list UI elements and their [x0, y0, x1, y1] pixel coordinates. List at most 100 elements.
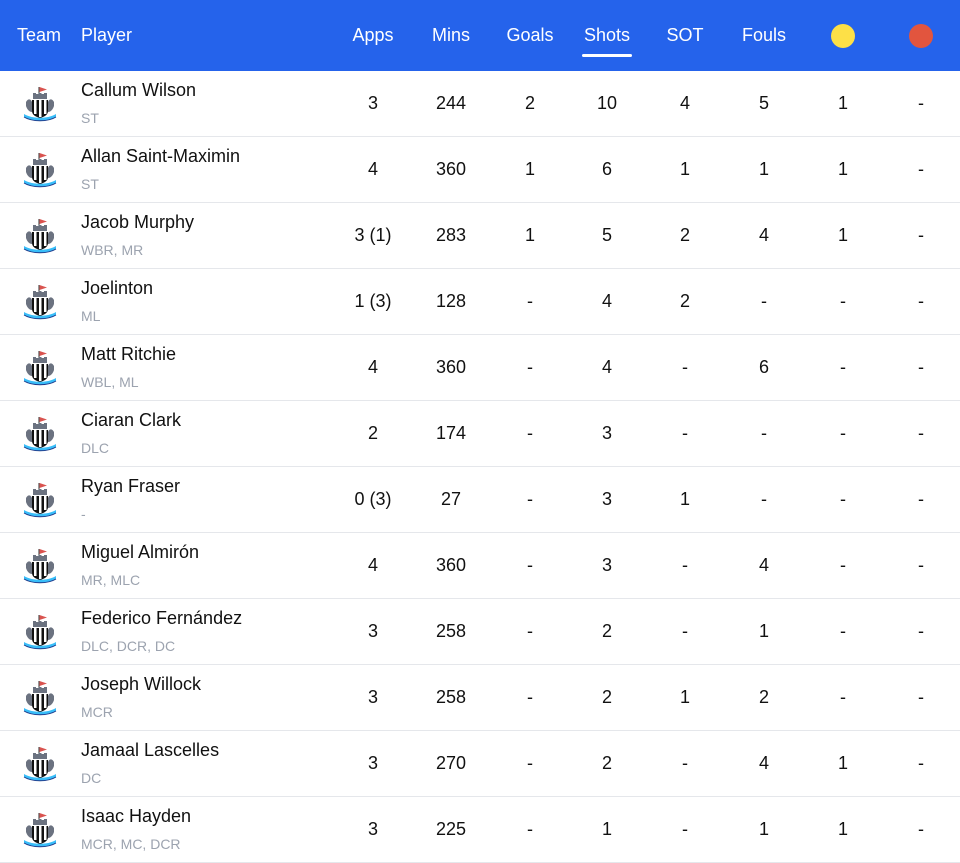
player-name[interactable]: Jacob Murphy — [81, 212, 195, 232]
column-sot[interactable]: SOT — [666, 25, 704, 45]
stat-red: - — [918, 291, 924, 311]
column-apps[interactable]: Apps — [352, 25, 394, 45]
stat-goals: 1 — [524, 159, 535, 179]
stat-mins: 174 — [435, 423, 467, 443]
player-name[interactable]: Allan Saint-Maximin — [81, 146, 241, 166]
table-row[interactable]: Callum Wilson ST 3 244 2 10 4 5 1 - — [0, 71, 960, 137]
stat-red: - — [918, 225, 924, 245]
yellow-card-icon — [831, 23, 855, 48]
stat-sot: 1 — [679, 489, 690, 509]
player-name[interactable]: Ciaran Clark — [81, 410, 182, 430]
stat-goals: 1 — [524, 225, 535, 245]
stat-mins: 258 — [435, 621, 467, 641]
player-name[interactable]: Miguel Almirón — [81, 542, 200, 562]
stat-red: - — [918, 753, 924, 773]
stat-shots: 5 — [601, 225, 612, 245]
stat-goals: - — [527, 819, 533, 839]
stat-sot: 1 — [679, 159, 690, 179]
stat-yellow: - — [840, 357, 846, 377]
table-row[interactable]: Miguel Almirón MR, MLC 4 360 - 3 - 4 - - — [0, 533, 960, 599]
newcastle-crest-icon — [20, 216, 60, 256]
stat-red: - — [918, 93, 924, 113]
player-name[interactable]: Callum Wilson — [81, 80, 197, 100]
table-row[interactable]: Ciaran Clark DLC 2 174 - 3 - - - - — [0, 401, 960, 467]
player-name[interactable]: Joseph Willock — [81, 674, 202, 694]
table-row[interactable]: Jacob Murphy WBR, MR 3 (1) 283 1 5 2 4 1 - — [0, 203, 960, 269]
table-row[interactable]: Federico Fernández DLC, DCR, DC 3 258 - 2 - 1 - - — [0, 599, 960, 665]
player-position: MCR — [81, 704, 113, 720]
table-row[interactable]: Jamaal Lascelles DC 3 270 - 2 - 4 1 - — [0, 731, 960, 797]
stat-fouls: 2 — [758, 687, 769, 707]
stat-red: - — [918, 687, 924, 707]
player-position: MR, MLC — [81, 572, 141, 588]
table-row[interactable]: Matt Ritchie WBL, ML 4 360 - 4 - 6 - - — [0, 335, 960, 401]
player-position: WBL, ML — [81, 374, 139, 390]
newcastle-crest-icon — [20, 810, 60, 850]
table-row[interactable]: Isaac Hayden MCR, MC, DCR 3 225 - 1 - 1 1 - — [0, 797, 960, 863]
stat-apps: 3 — [367, 753, 378, 773]
stat-red: - — [918, 621, 924, 641]
stat-yellow: - — [840, 489, 846, 509]
stat-mins: 27 — [440, 489, 462, 509]
newcastle-crest-icon — [20, 282, 60, 322]
table-row[interactable]: Joseph Willock MCR 3 258 - 2 1 2 - - — [0, 665, 960, 731]
player-name[interactable]: Jamaal Lascelles — [81, 740, 220, 760]
player-name[interactable]: Matt Ritchie — [81, 344, 177, 364]
table-row[interactable]: Joelinton ML 1 (3) 128 - 4 2 - - - — [0, 269, 960, 335]
newcastle-crest-icon — [20, 84, 60, 124]
column-red-cards[interactable] — [881, 0, 960, 71]
stat-goals: - — [527, 621, 533, 641]
stat-sot: 4 — [679, 93, 690, 113]
stat-red: - — [918, 555, 924, 575]
stat-shots: 2 — [601, 621, 612, 641]
column-shots[interactable]: Shots — [567, 0, 647, 71]
stat-yellow: 1 — [837, 159, 848, 179]
column-mins[interactable]: Mins — [431, 25, 470, 45]
newcastle-crest-icon — [20, 744, 60, 784]
player-name[interactable]: Ryan Fraser — [81, 476, 181, 496]
stat-apps: 3 — [367, 621, 378, 641]
column-goals[interactable]: Goals — [506, 25, 554, 45]
stat-fouls: - — [761, 423, 767, 443]
stat-shots: 3 — [601, 489, 612, 509]
stat-apps: 2 — [367, 423, 378, 443]
column-yellow-cards[interactable] — [803, 0, 883, 71]
stat-shots: 4 — [601, 291, 612, 311]
stat-apps: 3 — [367, 93, 378, 113]
stat-sot: - — [682, 423, 688, 443]
stat-mins: 360 — [435, 555, 467, 575]
player-position: DLC, DCR, DC — [81, 638, 176, 654]
stat-fouls: 1 — [758, 819, 769, 839]
stat-red: - — [918, 357, 924, 377]
column-player[interactable]: Player — [81, 25, 133, 45]
stat-sot: - — [682, 357, 688, 377]
stat-red: - — [918, 159, 924, 179]
newcastle-crest-icon — [20, 678, 60, 718]
stat-yellow: 1 — [837, 753, 848, 773]
newcastle-crest-icon — [20, 612, 60, 652]
player-name[interactable]: Joelinton — [81, 278, 154, 298]
player-position: ML — [81, 308, 101, 324]
column-fouls[interactable]: Fouls — [741, 25, 786, 45]
stat-mins: 270 — [435, 753, 467, 773]
stat-fouls: 6 — [758, 357, 769, 377]
stat-goals: - — [527, 357, 533, 377]
newcastle-crest-icon — [20, 480, 60, 520]
stat-goals: - — [527, 489, 533, 509]
column-team[interactable]: Team — [17, 25, 62, 45]
newcastle-crest-icon — [20, 150, 60, 190]
stat-goals: - — [527, 555, 533, 575]
stat-shots: 3 — [601, 423, 612, 443]
player-name[interactable]: Isaac Hayden — [81, 806, 192, 826]
newcastle-crest-icon — [20, 414, 60, 454]
newcastle-crest-icon — [20, 348, 60, 388]
table-row[interactable]: Allan Saint-Maximin ST 4 360 1 6 1 1 1- — [0, 137, 960, 203]
stat-shots: 2 — [601, 753, 612, 773]
stat-fouls: 5 — [758, 93, 769, 113]
player-name[interactable]: Federico Fernández — [81, 608, 243, 628]
stat-yellow: - — [840, 687, 846, 707]
player-position: ST — [81, 110, 99, 126]
table-row[interactable]: Ryan Fraser - 0 (3) 27 - 3 1 - - - — [0, 467, 960, 533]
stat-yellow: - — [840, 621, 846, 641]
stat-shots: 1 — [601, 819, 612, 839]
